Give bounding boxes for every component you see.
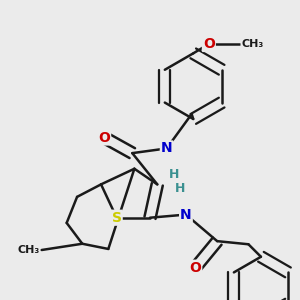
- Text: O: O: [189, 261, 201, 275]
- Text: H: H: [169, 169, 180, 182]
- Text: H: H: [175, 182, 185, 194]
- Text: CH₃: CH₃: [18, 245, 40, 255]
- Text: O: O: [203, 37, 215, 51]
- Text: S: S: [112, 211, 122, 225]
- Text: CH₃: CH₃: [241, 39, 263, 49]
- Text: N: N: [180, 208, 192, 222]
- Text: N: N: [161, 141, 172, 155]
- Text: O: O: [98, 130, 110, 145]
